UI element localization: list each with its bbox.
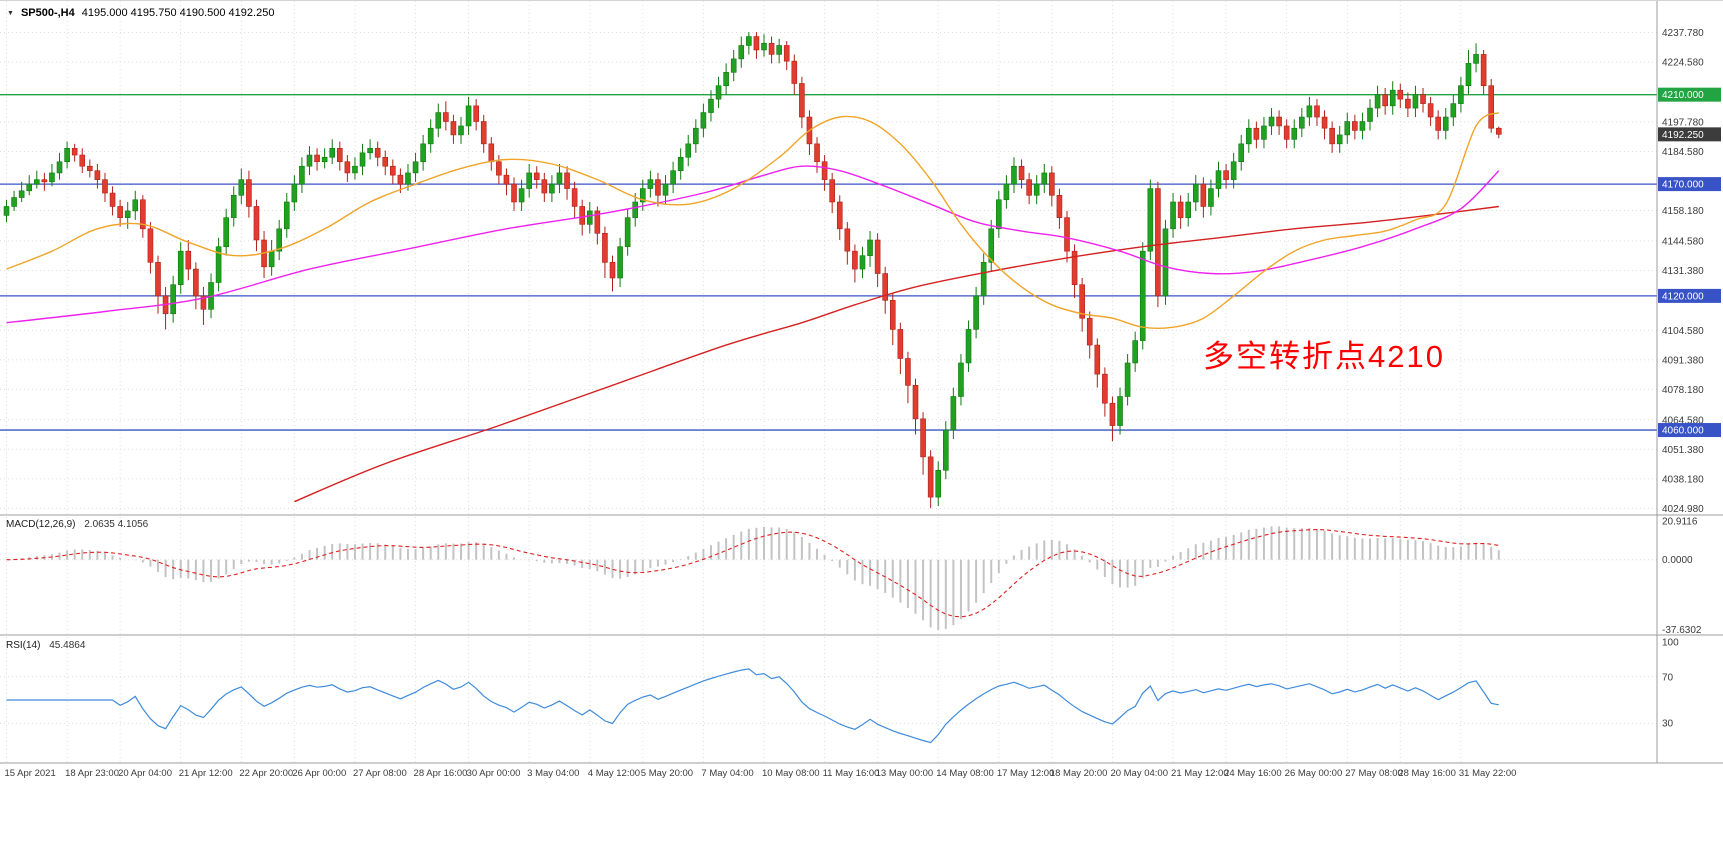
date-tick-label: 28 May 16:00 (1398, 768, 1456, 779)
date-tick-label: 24 May 16:00 (1224, 768, 1282, 779)
date-tick-label: 27 May 08:00 (1345, 768, 1403, 779)
price-tick-label: 4064.580 (1662, 415, 1704, 426)
moving-averages-layer (6, 111, 1500, 503)
date-tick-label: 17 May 12:00 (997, 768, 1055, 779)
price-tick-label: 4091.380 (1662, 355, 1704, 366)
current-price-tag (1658, 127, 1721, 142)
date-tick-label: 14 May 08:00 (936, 768, 994, 779)
annotation-text[interactable]: 多空转折点4210 (1203, 339, 1445, 374)
macd-values: 2.0635 4.1056 (84, 519, 149, 530)
date-tick-label: 4 May 12:00 (588, 768, 640, 779)
ma-fast-orange[interactable] (6, 111, 1500, 330)
date-tick-label: 18 Apr 23:00 (65, 768, 119, 779)
level-price-tag-label: 4210.000 (1662, 90, 1704, 101)
date-tick-label: 27 Apr 08:00 (353, 768, 407, 779)
macd-layer (0, 526, 1657, 631)
level-price-tag (1658, 288, 1721, 303)
gridlines-layer (0, 1, 1657, 763)
level-price-tag (1658, 87, 1721, 102)
level-price-tag (1658, 423, 1721, 438)
date-tick-label: 21 May 12:00 (1171, 768, 1229, 779)
macd-axis-label: -37.6302 (1662, 625, 1702, 636)
price-tick-label: 4224.580 (1662, 58, 1704, 69)
date-tick-label: 5 May 20:00 (641, 768, 693, 779)
axes-layer[interactable]: 4237.780 4224.580 4197.780 4184.580 4158.180… (0, 1, 1723, 779)
price-tick-label: 4237.780 (1662, 28, 1704, 39)
price-tick-label: 4038.180 (1662, 474, 1704, 485)
level-price-tag-label: 4060.000 (1662, 426, 1704, 437)
date-tick-label: 3 May 04:00 (527, 768, 579, 779)
rsi-name: RSI(14) (6, 640, 41, 651)
symbol-dropdown-icon[interactable]: ▼ (7, 9, 14, 17)
date-tick-label: 28 Apr 16:00 (414, 768, 468, 779)
ohlc-readout: 4195.000 4195.750 4190.500 4192.250 (81, 7, 275, 19)
price-tick-label: 4197.780 (1662, 117, 1704, 128)
price-tick-label: 4158.180 (1662, 206, 1704, 217)
price-tick-label: 4078.180 (1662, 385, 1704, 396)
date-tick-label: 26 Apr 00:00 (292, 768, 346, 779)
date-tick-label: 30 Apr 00:00 (467, 768, 521, 779)
ma-medium-magenta[interactable] (6, 165, 1500, 324)
price-tick-label: 4104.580 (1662, 326, 1704, 337)
rsi-line (6, 668, 1499, 744)
rsi-axis-label: 70 (1662, 672, 1674, 683)
date-tick-label: 10 May 08:00 (762, 768, 820, 779)
price-tick-label: 4051.380 (1662, 445, 1704, 456)
rsi-value: 45.4864 (49, 640, 86, 651)
macd-signal-line (6, 529, 1499, 618)
price-tick-label: 4144.580 (1662, 236, 1704, 247)
symbol-timeframe-label: SP500-,H4 (20, 7, 75, 19)
rsi-axis-label: 100 (1662, 638, 1679, 649)
level-price-tag-label: 4120.000 (1662, 291, 1704, 302)
price-tick-label: 4024.980 (1662, 504, 1704, 515)
date-tick-label: 20 May 04:00 (1110, 768, 1168, 779)
price-tick-label: 4184.580 (1662, 147, 1704, 158)
rsi-layer (0, 668, 1657, 744)
ma-slow-red[interactable] (294, 205, 1499, 503)
date-tick-label: 20 Apr 04:00 (118, 768, 172, 779)
macd-axis-label: 0.0000 (1662, 555, 1693, 566)
date-tick-label: 22 Apr 20:00 (239, 768, 293, 779)
rsi-axis-label: 30 (1662, 719, 1674, 730)
macd-axis-label: 20.9116 (1662, 516, 1698, 527)
date-tick-label: 13 May 00:00 (876, 768, 934, 779)
level-price-tag (1658, 177, 1721, 192)
date-tick-label: 18 May 20:00 (1050, 768, 1108, 779)
current-price-tag-label: 4192.250 (1662, 130, 1704, 141)
date-tick-label: 11 May 16:00 (823, 768, 880, 779)
macd-name: MACD(12,26,9) (6, 519, 76, 530)
date-tick-label: 31 May 22:00 (1459, 768, 1517, 779)
chart-title: ▼ SP500-,H4 4195.000 4195.750 4190.500 4… (7, 7, 274, 19)
date-tick-label: 7 May 04:00 (701, 768, 753, 779)
date-tick-label: 21 Apr 12:00 (179, 768, 233, 779)
date-tick-label: 26 May 00:00 (1285, 768, 1343, 779)
date-tick-label: 15 Apr 2021 (5, 768, 56, 779)
horizontal-levels-layer[interactable] (0, 94, 1657, 431)
price-tick-label: 4131.380 (1662, 266, 1704, 277)
level-price-tag-label: 4170.000 (1662, 180, 1704, 191)
macd-indicator-label: MACD(12,26,9) 2.0635 4.1056 (6, 519, 148, 530)
rsi-indicator-label: RSI(14) 45.4864 (6, 640, 85, 651)
